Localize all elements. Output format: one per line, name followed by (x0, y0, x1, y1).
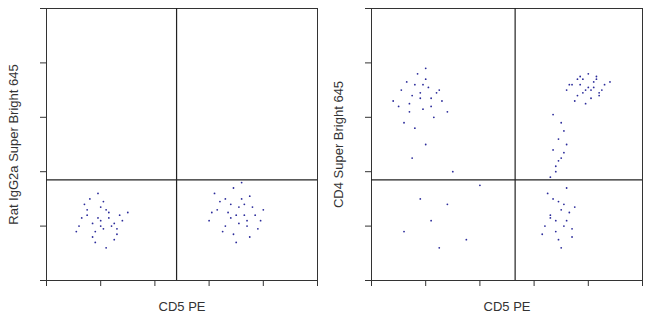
svg-text:CD5 PE: CD5 PE (484, 299, 531, 314)
svg-text:CD4 Super Bright 645: CD4 Super Bright 645 (331, 81, 346, 208)
svg-text:CD5 PE: CD5 PE (159, 299, 206, 314)
svg-text:Rat IgG2a Super Bright 645: Rat IgG2a Super Bright 645 (6, 64, 21, 224)
